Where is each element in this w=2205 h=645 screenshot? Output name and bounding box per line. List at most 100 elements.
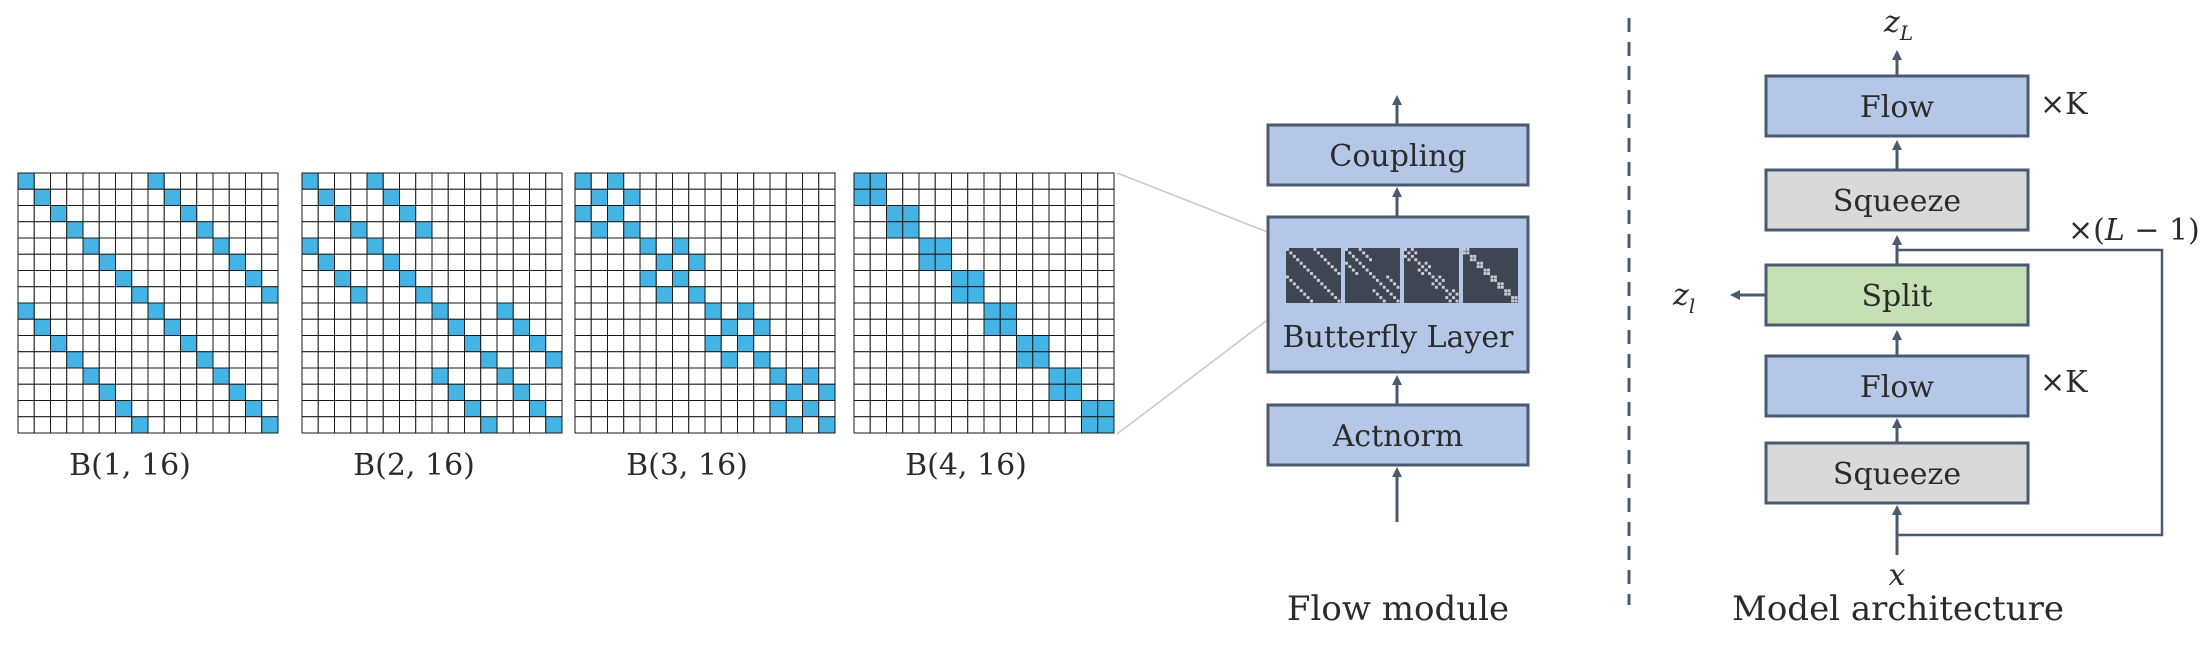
butterfly-tile-cell: [1497, 282, 1501, 286]
matrix-cell: [753, 270, 771, 288]
matrix-cell: [261, 383, 279, 401]
matrix-cell: [317, 270, 335, 288]
matrix-cell: [228, 416, 246, 434]
model-architecture: x Squeeze Flow ×K Split zl Squeeze Flow …: [1672, 5, 2200, 629]
matrix-cell: [350, 318, 368, 336]
matrix-cell: [818, 318, 836, 336]
matrix-cell: [98, 205, 116, 223]
matrix-cell: [261, 253, 279, 271]
matrix-cell: [639, 400, 657, 418]
butterfly-tile-cell: [1299, 261, 1303, 265]
matrix-cell: [545, 318, 563, 336]
matrix-cell: [496, 302, 514, 320]
matrix-cell: [545, 188, 563, 206]
matrix-cell: [574, 416, 592, 434]
matrix-cell: [886, 318, 904, 336]
matrix-cell: [737, 335, 755, 353]
matrix-cell: [163, 335, 181, 353]
matrix-cell: [623, 302, 641, 320]
matrix-cell: [147, 400, 165, 418]
matrix-cell: [704, 318, 722, 336]
matrix-cell: [228, 253, 246, 271]
matrix-label-b4: B(4, 16): [905, 448, 1027, 483]
matrix-cell: [951, 302, 969, 320]
flow-bottom-label: Flow: [1860, 370, 1934, 405]
matrix-cell: [33, 188, 51, 206]
matrix-cell: [350, 253, 368, 271]
matrix-cell: [769, 400, 787, 418]
matrix-cell: [951, 335, 969, 353]
matrix-cell: [131, 318, 149, 336]
matrix-cell: [180, 172, 198, 190]
matrix-cell: [196, 237, 214, 255]
matrix-cell: [1097, 221, 1115, 239]
matrix-cell: [163, 318, 181, 336]
matrix-cell: [983, 400, 1001, 418]
matrix-cell: [818, 188, 836, 206]
matrix-cell: [902, 335, 920, 353]
matrix-cell: [639, 221, 657, 239]
matrix-cell: [245, 221, 263, 239]
butterfly-tile-cell: [1316, 251, 1320, 255]
matrix-cell: [720, 205, 738, 223]
matrix-cell: [1048, 205, 1066, 223]
matrix-cell: [983, 221, 1001, 239]
matrix-cell: [147, 205, 165, 223]
matrix-cell: [983, 188, 1001, 206]
matrix-cell: [115, 221, 133, 239]
matrix-cell: [951, 383, 969, 401]
matrix-cell: [951, 221, 969, 239]
matrix-cell: [180, 400, 198, 418]
matrix-cell: [1097, 318, 1115, 336]
matrix-cell: [115, 205, 133, 223]
matrix-cell: [607, 367, 625, 385]
matrix-cell: [163, 253, 181, 271]
matrix-cell: [655, 253, 673, 271]
matrix-cell: [902, 270, 920, 288]
butterfly-tile-cell: [1473, 258, 1477, 262]
matrix-cell: [545, 383, 563, 401]
matrix-cell: [1081, 286, 1099, 304]
matrix-cell: [590, 286, 608, 304]
matrix-cell: [1064, 188, 1082, 206]
matrix-cell: [886, 188, 904, 206]
butterfly-tile-cell: [1306, 296, 1310, 300]
matrix-cell: [737, 237, 755, 255]
matrix-cell: [934, 400, 952, 418]
matrix-cell: [50, 172, 68, 190]
matrix-cell: [1032, 172, 1050, 190]
matrix-cell: [983, 351, 1001, 369]
matrix-cell: [431, 383, 449, 401]
matrix-cell: [785, 237, 803, 255]
matrix-cell: [934, 383, 952, 401]
matrix-cell: [17, 286, 35, 304]
matrix-cell: [317, 383, 335, 401]
matrix-cell: [180, 351, 198, 369]
matrix-cell: [655, 286, 673, 304]
matrix-cell: [1048, 172, 1066, 190]
matrix-cell: [301, 367, 319, 385]
matrix-cell: [464, 270, 482, 288]
matrix-cell: [967, 318, 985, 336]
matrix-cell: [672, 383, 690, 401]
matrix-cell: [983, 253, 1001, 271]
matrix-cell: [447, 383, 465, 401]
matrix-cell: [131, 253, 149, 271]
matrix-cell: [1097, 237, 1115, 255]
matrix-cell: [720, 400, 738, 418]
matrix-cell: [447, 172, 465, 190]
matrix-cell: [607, 318, 625, 336]
matrix-cell: [163, 188, 181, 206]
matrix-cell: [366, 237, 384, 255]
matrix-cell: [480, 221, 498, 239]
matrix-cell: [704, 335, 722, 353]
matrix-cell: [431, 188, 449, 206]
matrix-cell: [447, 335, 465, 353]
matrix-cell: [1081, 367, 1099, 385]
repeat-k-top: ×K: [2040, 87, 2088, 122]
butterfly-tile-cell: [1452, 289, 1456, 293]
matrix-cell: [590, 188, 608, 206]
matrix-cell: [196, 253, 214, 271]
matrix-cell: [196, 318, 214, 336]
matrix-cell: [131, 351, 149, 369]
